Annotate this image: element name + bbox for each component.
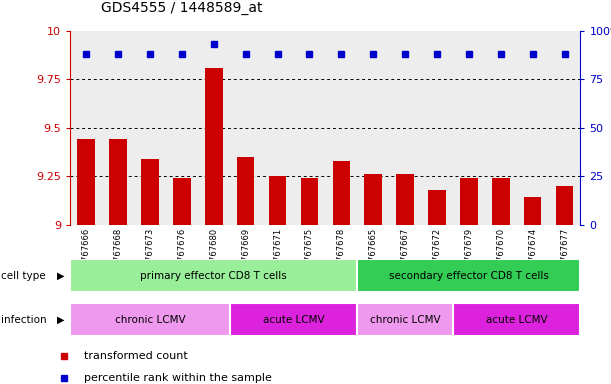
Bar [70,31,102,225]
Bar [357,31,389,225]
Bar [325,31,357,225]
Text: chronic LCMV: chronic LCMV [370,314,441,325]
Bar [453,303,580,336]
Bar [78,139,95,225]
Bar [293,31,325,225]
Text: percentile rank within the sample: percentile rank within the sample [84,373,271,383]
Bar [364,174,382,225]
Text: ▶: ▶ [57,314,64,325]
Bar [134,31,166,225]
Text: transformed count: transformed count [84,351,188,361]
Bar [524,197,541,225]
Text: acute LCMV: acute LCMV [263,314,324,325]
Bar [230,303,357,336]
Bar [549,31,580,225]
Bar [389,31,421,225]
Bar [70,303,230,336]
Bar [485,31,517,225]
Bar [428,190,446,225]
Bar [262,31,293,225]
Bar [357,303,453,336]
Bar [556,186,573,225]
Bar [517,31,549,225]
Bar [237,157,254,225]
Bar [141,159,159,225]
Text: primary effector CD8 T cells: primary effector CD8 T cells [141,270,287,281]
Text: GDS4555 / 1448589_at: GDS4555 / 1448589_at [101,2,262,15]
Bar [102,31,134,225]
Bar [269,176,287,225]
Text: secondary effector CD8 T cells: secondary effector CD8 T cells [389,270,549,281]
Text: chronic LCMV: chronic LCMV [115,314,185,325]
Bar [332,161,350,225]
Bar [205,68,222,225]
Bar [109,139,127,225]
Text: acute LCMV: acute LCMV [486,314,547,325]
Bar [198,31,230,225]
Text: ▶: ▶ [57,270,64,281]
Bar [357,259,580,292]
Bar [70,259,357,292]
Bar [166,31,198,225]
Text: cell type: cell type [1,270,45,281]
Bar [492,178,510,225]
Bar [173,178,191,225]
Bar [230,31,262,225]
Bar [301,178,318,225]
Bar [397,174,414,225]
Text: infection: infection [1,314,46,325]
Bar [421,31,453,225]
Bar [453,31,485,225]
Bar [460,178,478,225]
